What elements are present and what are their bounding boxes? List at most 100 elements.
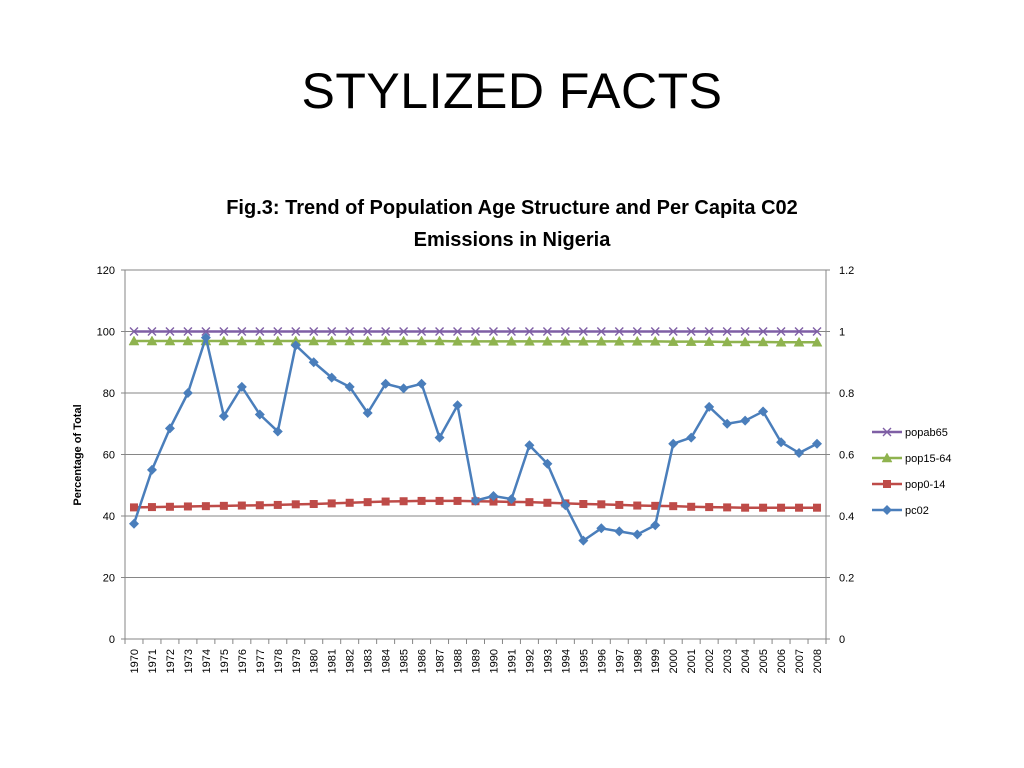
data-point-popab65 [794,327,804,336]
data-point-pc02 [254,409,265,420]
series-pc02 [128,332,823,546]
x-tick-label: 1994 [560,649,572,673]
x-tick-label: 1995 [578,649,590,673]
data-point-popab65 [704,327,714,336]
data-point-pop0-14 [723,503,732,512]
data-point-pop0-14 [255,501,264,510]
data-point-pc02 [146,464,157,475]
legend-item-popab65: popab65 [872,427,948,439]
data-point-pc02 [758,406,769,417]
x-tick-label: 1984 [381,649,393,673]
data-point-pop0-14 [525,498,534,507]
data-point-popab65 [327,327,337,336]
data-point-popab65 [219,327,229,336]
data-point-popab65 [147,327,157,336]
x-tick-label: 2007 [794,649,806,673]
data-point-pop15-64 [380,335,392,346]
data-point-popab65 [524,327,534,336]
data-point-pop15-64 [398,335,410,346]
data-point-pc02 [308,357,319,368]
data-point-pop0-14 [219,501,228,510]
data-point-pc02 [812,438,823,449]
data-point-pop15-64 [595,335,607,346]
x-tick-label: 1986 [417,649,429,673]
data-point-pop0-14 [327,499,336,508]
data-point-pc02 [362,407,373,418]
left-tick-label: 20 [103,573,115,585]
x-tick-label: 1970 [129,649,141,673]
data-point-pop0-14 [129,503,138,512]
x-tick-label: 1979 [291,649,303,673]
x-tick-label: 1987 [435,649,447,673]
data-point-pop15-64 [416,335,428,346]
right-tick-label: 0 [839,634,845,646]
data-point-pc02 [506,494,517,505]
x-tick-label: 1992 [524,649,536,673]
data-point-pop15-64 [506,335,517,346]
data-point-popab65 [165,327,175,336]
left-axis-ticks: 0 20 40 60 80 100 120 [97,265,115,646]
data-point-popab65 [273,327,283,336]
data-point-popab65 [722,327,732,336]
data-point-popab65 [740,327,750,336]
x-tick-label: 1999 [650,649,662,673]
data-point-pop15-64 [128,335,140,346]
data-point-pc02 [794,447,805,458]
data-point-popab65 [668,327,678,336]
x-tick-label: 1996 [596,649,608,673]
data-point-popab65 [255,327,265,336]
data-point-pop0-14 [453,496,462,505]
right-tick-label: 1 [839,327,845,339]
data-point-pop0-14 [669,502,678,511]
data-point-pop0-14 [705,503,714,512]
x-tick-label: 1998 [632,649,644,673]
data-point-pop0-14 [579,500,588,509]
data-point-pop0-14 [345,498,354,507]
data-point-pop0-14 [309,500,318,509]
chart-title: Fig.3: Trend of Population Age Structure… [180,192,844,256]
x-tick-label: 1983 [363,649,375,673]
data-point-pop15-64 [470,335,481,346]
data-point-pc02 [524,440,535,451]
data-point-pop15-64 [775,336,787,347]
data-point-pop15-64 [488,335,499,346]
series-group [128,327,823,546]
x-tick-label: 1997 [614,649,626,673]
data-point-pc02 [434,432,445,443]
data-point-pc02 [164,423,175,434]
data-point-pc02 [488,491,499,502]
data-point-pop15-64 [559,335,571,346]
x-tick-label: 2006 [776,649,788,673]
data-point-pc02 [560,500,571,511]
data-point-pop0-14 [399,497,408,506]
data-point-pop15-64 [793,336,805,347]
data-point-popab65 [578,327,588,336]
data-point-pop15-64 [613,335,625,346]
x-tick-label: 1973 [183,649,195,673]
legend-marker [881,452,893,463]
data-point-popab65 [183,327,193,336]
data-point-pop0-14 [759,503,768,512]
data-point-pop15-64 [811,336,823,347]
data-point-pop0-14 [183,502,192,511]
data-point-pc02 [722,418,733,429]
data-point-popab65 [488,327,498,336]
data-point-pc02 [668,438,679,449]
data-point-pop15-64 [164,335,176,346]
data-point-pop0-14 [273,500,282,509]
data-point-pop0-14 [633,501,642,510]
left-tick-label: 120 [97,265,115,277]
legend-label: pop0-14 [905,479,945,491]
legend-marker [882,505,892,515]
data-point-pop0-14 [165,502,174,511]
data-point-pc02 [650,520,661,531]
x-tick-label: 2004 [740,649,752,673]
data-point-pop15-64 [685,336,697,346]
x-tick-label: 1977 [255,649,267,673]
x-tick-label: 1988 [453,649,465,673]
data-point-popab65 [614,327,624,336]
data-point-pop15-64 [434,335,445,346]
data-point-pop15-64 [308,335,320,346]
data-point-pop15-64 [757,336,769,347]
